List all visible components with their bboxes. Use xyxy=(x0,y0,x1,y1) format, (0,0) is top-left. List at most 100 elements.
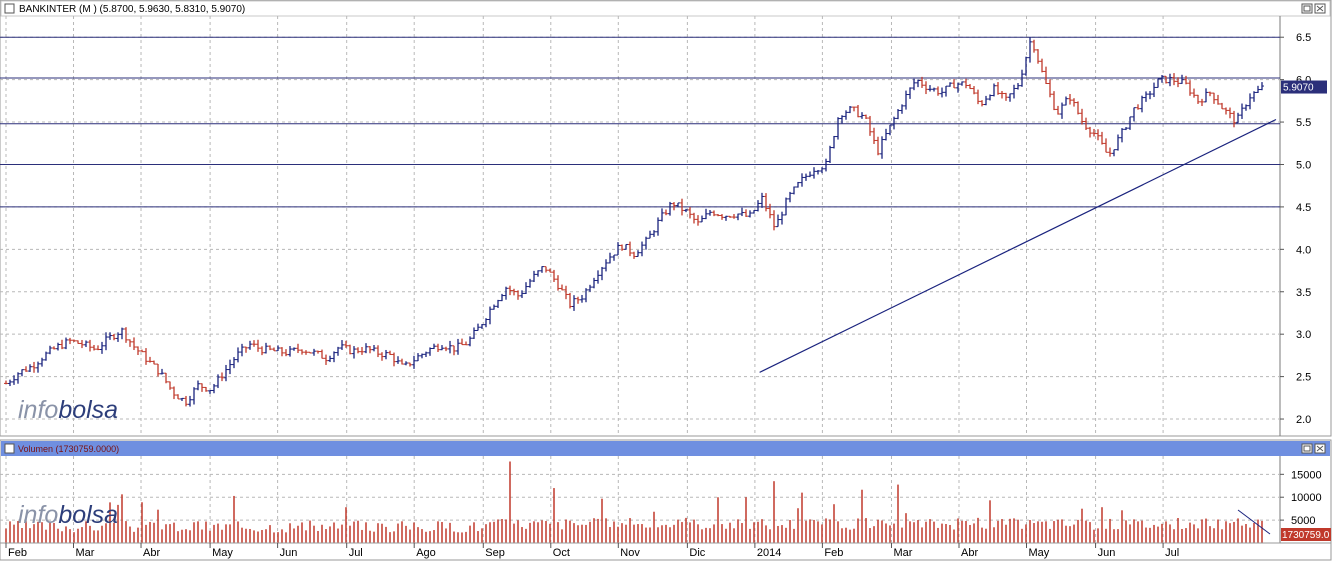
ohlc-bar xyxy=(636,250,640,257)
ohlc-bar xyxy=(156,363,160,377)
ohlc-bar xyxy=(160,368,164,375)
volume-tick-label: 15000 xyxy=(1291,469,1322,481)
ohlc-bar xyxy=(80,339,84,349)
price-panel-close-icon[interactable] xyxy=(1314,3,1326,14)
ohlc-bar xyxy=(400,358,404,365)
ohlc-bar xyxy=(124,327,128,343)
price-tick-label: 4.5 xyxy=(1296,202,1311,214)
ohlc-bar xyxy=(720,214,724,220)
ohlc-bar xyxy=(676,202,680,208)
ohlc-bar xyxy=(460,338,464,346)
ohlc-bar xyxy=(904,90,908,110)
ohlc-bar xyxy=(52,346,56,350)
ohlc-bar xyxy=(144,348,148,365)
price-panel-menu-icon[interactable] xyxy=(4,3,15,14)
ohlc-bar xyxy=(956,82,960,93)
ohlc-bar xyxy=(1052,91,1056,111)
ohlc-bar xyxy=(844,110,848,120)
ohlc-bar xyxy=(1224,107,1228,115)
volume-panel-restore-icon[interactable] xyxy=(1301,443,1313,454)
x-tick-label: Jul xyxy=(1165,547,1179,559)
ohlc-bar xyxy=(376,345,380,358)
ohlc-bar xyxy=(388,350,392,355)
ohlc-bar xyxy=(528,278,532,288)
ohlc-bar xyxy=(984,95,988,106)
ohlc-bar xyxy=(1000,90,1004,99)
ohlc-bar xyxy=(340,340,344,350)
support-resistance-lines xyxy=(0,36,1280,208)
ohlc-bar xyxy=(600,266,604,281)
ohlc-bar xyxy=(852,106,856,112)
ohlc-bar xyxy=(292,347,296,351)
ohlc-bar xyxy=(792,186,796,195)
ohlc-bar xyxy=(1100,131,1104,145)
ohlc-bar xyxy=(452,345,456,356)
ohlc-bar xyxy=(1208,91,1212,97)
ohlc-bar xyxy=(584,288,588,303)
ohlc-bar xyxy=(1168,73,1172,87)
ohlc-bar xyxy=(1060,102,1064,119)
ohlc-bar xyxy=(580,294,584,303)
ohlc-bar xyxy=(68,337,72,345)
ohlc-bar xyxy=(552,269,556,282)
ohlc-bar xyxy=(244,346,248,353)
ohlc-bar xyxy=(472,327,476,339)
price-panel-header xyxy=(0,0,1331,17)
ohlc-bar xyxy=(524,282,528,294)
ohlc-bar xyxy=(1248,93,1252,110)
volume-panel-menu-icon[interactable] xyxy=(4,443,15,454)
ohlc-bar xyxy=(1220,102,1224,110)
ohlc-bar xyxy=(1024,56,1028,76)
ohlc-bar xyxy=(612,254,616,261)
ohlc-bar xyxy=(608,252,612,264)
x-tick-label: Mar xyxy=(76,547,95,559)
ohlc-bar xyxy=(1116,134,1120,151)
ohlc-bar xyxy=(332,351,336,363)
ohlc-bar xyxy=(1216,94,1220,105)
ohlc-bar xyxy=(444,346,448,352)
ohlc-bar xyxy=(216,374,220,389)
ohlc-bar xyxy=(784,197,788,216)
ohlc-bar xyxy=(268,345,272,351)
svg-text:infobolsa: infobolsa xyxy=(18,396,118,424)
x-tick-label: Jun xyxy=(1098,547,1116,559)
x-tick-label: Feb xyxy=(824,547,843,559)
ohlc-bar xyxy=(92,344,96,351)
ohlc-bar xyxy=(408,362,412,367)
ohlc-bar xyxy=(468,336,472,347)
ohlc-bar xyxy=(932,87,936,92)
ohlc-bar xyxy=(816,169,820,175)
ohlc-bar xyxy=(604,259,608,272)
ohlc-bar xyxy=(876,136,880,156)
ohlc-bar xyxy=(888,124,892,136)
ohlc-bar xyxy=(900,104,904,114)
price-panel-title: BANKINTER (M ) (5.8700, 5.9630, 5.8310, … xyxy=(19,4,245,15)
ohlc-bar xyxy=(1196,94,1200,104)
ohlc-bar xyxy=(940,87,944,98)
ohlc-bar xyxy=(948,82,952,87)
x-axis-bar xyxy=(0,542,1332,561)
ohlc-bar xyxy=(520,290,524,299)
ohlc-bar xyxy=(700,215,704,223)
price-panel-restore-icon[interactable] xyxy=(1301,3,1313,14)
volume-trend-line xyxy=(1237,509,1271,535)
ohlc-bar xyxy=(516,290,520,300)
ohlc-bar xyxy=(456,338,460,355)
ohlc-bar xyxy=(992,83,996,97)
ohlc-bar xyxy=(140,349,144,353)
ohlc-bar xyxy=(436,343,440,353)
x-tick-label: Oct xyxy=(553,547,570,559)
ohlc-bar xyxy=(224,364,228,382)
ohlc-bar xyxy=(412,355,416,369)
x-axis-ticks: Feb Mar Abr May Jun Jul Ago Sep Oct Nov Dic 2014 Feb… xyxy=(5,543,1179,559)
ohlc-bar xyxy=(1112,149,1116,157)
ohlc-bar xyxy=(264,342,268,354)
ohlc-bar xyxy=(256,339,260,352)
ohlc-bar xyxy=(684,208,688,213)
ohlc-bar xyxy=(620,244,624,251)
ohlc-bar xyxy=(500,293,504,302)
watermark-volume: infobolsa xyxy=(18,501,118,529)
ohlc-bar xyxy=(120,327,124,340)
volume-panel-close-icon[interactable] xyxy=(1314,443,1326,454)
ohlc-bar xyxy=(56,342,60,351)
